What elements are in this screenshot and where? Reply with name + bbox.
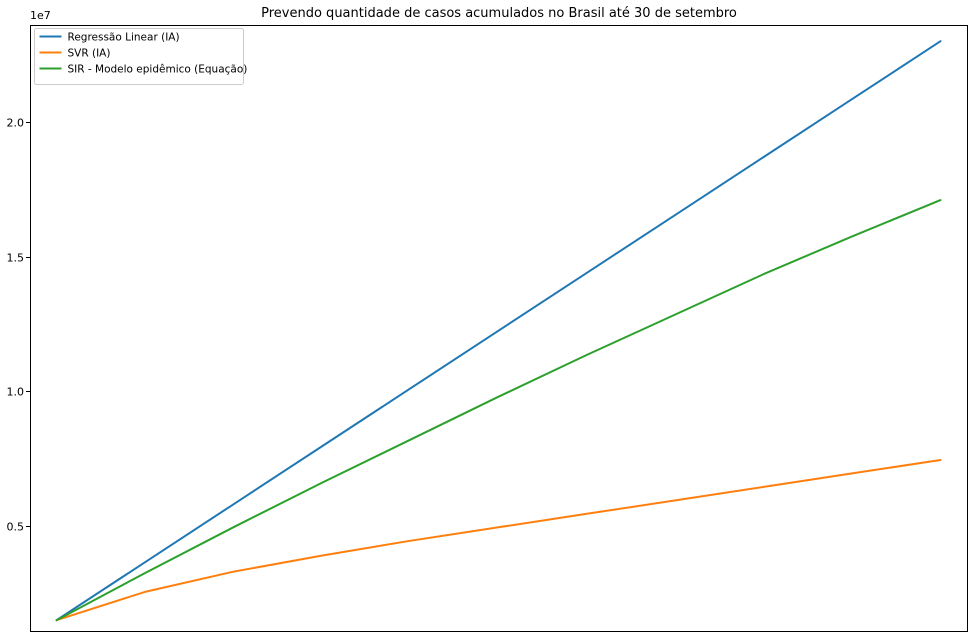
y-axis-ticks: 0.5 1.0 1.5 2.0 xyxy=(7,117,30,534)
legend-box xyxy=(34,28,244,85)
series-line-3 xyxy=(55,199,942,622)
y-axis-offset-label: 1e7 xyxy=(30,9,51,22)
legend: Regressão Linear (IA) SVR (IA) SIR - Model… xyxy=(34,28,248,85)
series-group xyxy=(55,40,942,622)
legend-label-1: Regressão Linear (IA) xyxy=(68,32,180,44)
y-tick-label: 1.5 xyxy=(7,252,25,265)
legend-label-3: SIR - Modelo epidêmico (Equação) xyxy=(68,64,248,76)
y-tick-label: 1.0 xyxy=(7,386,25,399)
axes-frame xyxy=(30,25,968,632)
series-line-1 xyxy=(55,40,942,622)
chart-title: Prevendo quantidade de casos acumulados … xyxy=(261,6,737,21)
legend-label-2: SVR (IA) xyxy=(68,48,111,60)
y-tick-label: 0.5 xyxy=(7,521,25,534)
y-tick-label: 2.0 xyxy=(7,117,25,130)
series-line-2 xyxy=(55,459,942,622)
